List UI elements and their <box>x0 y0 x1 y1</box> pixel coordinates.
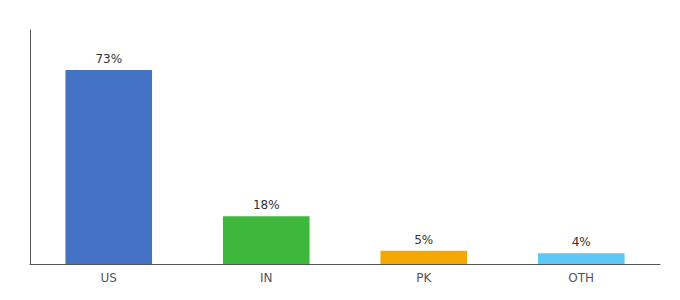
svg-text:US: US <box>101 271 117 285</box>
svg-text:73%: 73% <box>95 52 122 66</box>
svg-text:18%: 18% <box>253 198 280 212</box>
svg-text:IN: IN <box>260 271 273 285</box>
svg-text:4%: 4% <box>572 235 591 249</box>
svg-text:5%: 5% <box>414 233 433 247</box>
svg-text:OTH: OTH <box>568 271 594 285</box>
svg-text:PK: PK <box>416 271 432 285</box>
